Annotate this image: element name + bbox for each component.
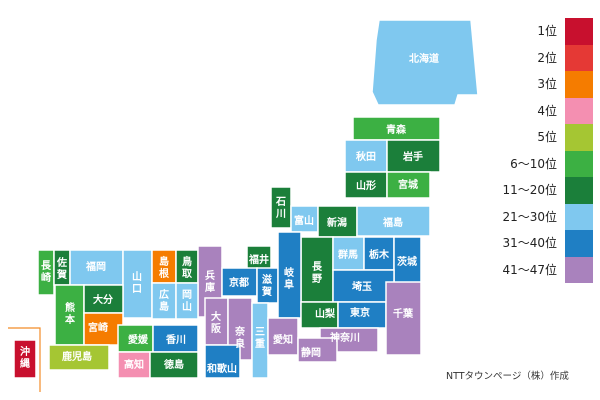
prefecture-label: 徳島 [163,358,184,371]
legend-label: 41〜47位 [502,262,557,277]
legend-swatch [565,71,593,98]
prefecture-label: 山口 [132,270,142,295]
legend-label: 31〜40位 [502,236,557,250]
prefecture-label: 岩手 [402,150,423,163]
legend-label: 11〜20位 [502,183,557,197]
legend-item-rank-21-30: 21〜30位 [500,203,595,230]
prefecture-label: 大分 [93,293,113,306]
prefecture-region [385,281,422,356]
prefecture-label: 佐賀 [56,256,67,281]
legend-swatch [565,230,593,257]
prefecture-label: 沖縄 [20,345,30,370]
prefecture-label: 茨城 [397,255,417,268]
prefecture-region [371,19,479,106]
legend-item-rank-11-20: 11〜20位 [500,177,595,204]
prefecture-label: 栃木 [369,248,390,261]
prefecture-label: 埼玉 [352,280,372,293]
prefecture-label: 福島 [382,216,403,229]
prefecture-label: 長崎 [41,260,52,284]
prefecture-label: 群馬 [338,248,358,261]
legend-label: 1位 [537,24,557,38]
legend-item-rank-31-40: 31〜40位 [500,230,595,257]
prefecture-label: 岐阜 [284,266,294,291]
prefecture-region [13,339,37,379]
legend-item-rank-1: 1位 [500,18,595,45]
legend-swatch [565,124,593,151]
prefecture-label: 神奈川 [330,331,360,344]
prefecture-label: 高知 [124,358,144,371]
prefecture-label: 新潟 [327,216,347,229]
prefecture-label: 島根 [159,255,169,280]
prefecture-label: 北海道 [409,52,439,65]
okinawa-inset-divider [8,327,41,392]
legend-item-rank-2: 2位 [500,44,595,71]
prefecture-region [149,351,199,379]
prefecture-label: 岡山 [182,289,192,313]
prefecture-label: 大阪 [211,310,222,335]
prefecture-region [37,249,55,296]
prefecture-region [297,337,338,363]
legend-item-rank-6-10: 6〜10位 [500,150,595,177]
prefecture-label: 愛知 [273,333,293,346]
legend-swatch [565,177,593,204]
legend-label: 21〜30位 [502,209,557,224]
source-credit: NTTタウンページ（株）作成 [446,371,569,382]
legend-swatch [565,18,593,45]
prefecture-label: 東京 [350,306,370,319]
legend-label: 4位 [537,103,557,118]
prefecture-label: 宮崎 [88,321,108,334]
prefecture-label: 千葉 [393,307,414,320]
prefecture-label: 鳥取 [182,255,193,280]
prefecture-label: 石川 [275,196,286,220]
legend-item-rank-3: 3位 [500,71,595,98]
prefecture-region [356,205,431,237]
prefecture-label: 長野 [312,261,323,285]
prefecture-region [48,344,110,371]
legend-label: 2位 [537,50,557,65]
prefecture-region [251,302,269,379]
prefecture-region [175,282,199,320]
prefecture-region [386,139,441,173]
legend-label: 3位 [537,77,557,91]
prefecture-region [151,282,177,320]
prefecture-label: 愛媛 [128,333,149,346]
prefecture-label: 秋田 [356,150,376,163]
legend-swatch [565,150,593,177]
prefecture-shapes [13,19,479,379]
legend-swatch [565,203,593,230]
prefecture-label: 滋賀 [261,273,272,298]
legend-item-rank-41-47: 41〜47位 [500,256,595,283]
prefecture-label: 広島 [159,288,169,313]
prefecture-region [204,344,241,379]
legend-swatch [565,97,593,124]
prefecture-label: 宮城 [398,178,418,191]
legend-item-rank-4: 4位 [500,97,595,124]
prefecture-label: 三重 [255,326,265,350]
prefecture-label: 山梨 [315,307,336,320]
prefecture-label: 和歌山 [206,362,237,375]
prefecture-label: 兵庫 [205,269,215,294]
prefecture-label: 青森 [386,123,407,136]
prefecture-label: 福井 [248,253,269,266]
prefecture-label: 京都 [229,276,249,289]
legend-label: 5位 [537,130,557,144]
prefecture-label: 静岡 [301,346,321,359]
legend-item-rank-5: 5位 [500,124,595,151]
prefecture-label: 香川 [166,333,186,346]
legend: 1位 2位 3位 4位 5位 6〜10位 11〜20位 21〜30位 31〜40… [500,18,595,283]
prefecture-label: 山形 [356,179,376,192]
prefecture-region [386,171,431,199]
legend-swatch [565,256,593,283]
legend-swatch [565,44,593,71]
prefecture-label: 福岡 [85,260,106,273]
prefecture-label: 熊本 [65,301,76,326]
prefecture-label: 奈良 [234,325,246,350]
legend-label: 6〜10位 [510,156,557,171]
prefecture-label: 鹿児島 [62,350,92,363]
prefecture-label: 富山 [294,214,314,227]
